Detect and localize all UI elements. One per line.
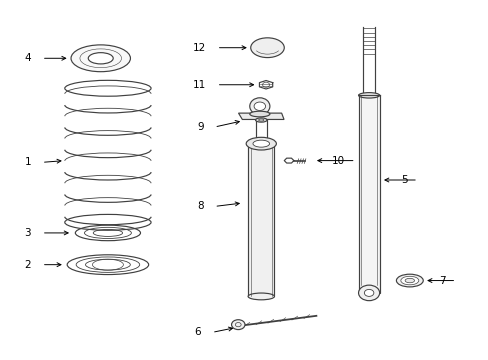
Polygon shape <box>238 113 284 120</box>
Circle shape <box>364 289 373 296</box>
Text: 4: 4 <box>24 53 31 63</box>
Text: 1: 1 <box>24 157 31 167</box>
Ellipse shape <box>252 140 269 147</box>
Text: 12: 12 <box>193 43 206 53</box>
Circle shape <box>358 285 379 301</box>
Ellipse shape <box>249 111 269 117</box>
Ellipse shape <box>88 53 113 64</box>
Text: 5: 5 <box>400 175 407 185</box>
Text: 11: 11 <box>193 80 206 90</box>
Ellipse shape <box>247 141 274 148</box>
Ellipse shape <box>250 38 284 58</box>
Bar <box>358 95 379 293</box>
Ellipse shape <box>245 137 276 150</box>
Text: 8: 8 <box>197 202 203 211</box>
Text: 10: 10 <box>331 156 345 166</box>
Ellipse shape <box>400 276 418 285</box>
Text: 6: 6 <box>194 327 201 337</box>
Ellipse shape <box>396 274 423 287</box>
Ellipse shape <box>71 45 130 72</box>
Circle shape <box>254 102 265 111</box>
Ellipse shape <box>249 98 269 115</box>
Ellipse shape <box>255 118 266 122</box>
Circle shape <box>231 320 244 330</box>
Text: 7: 7 <box>438 275 445 285</box>
Text: 9: 9 <box>197 122 203 132</box>
Ellipse shape <box>247 293 274 300</box>
Text: 3: 3 <box>24 228 31 238</box>
Ellipse shape <box>358 93 379 98</box>
Text: 2: 2 <box>24 260 31 270</box>
Bar <box>247 145 274 296</box>
Ellipse shape <box>404 278 414 283</box>
